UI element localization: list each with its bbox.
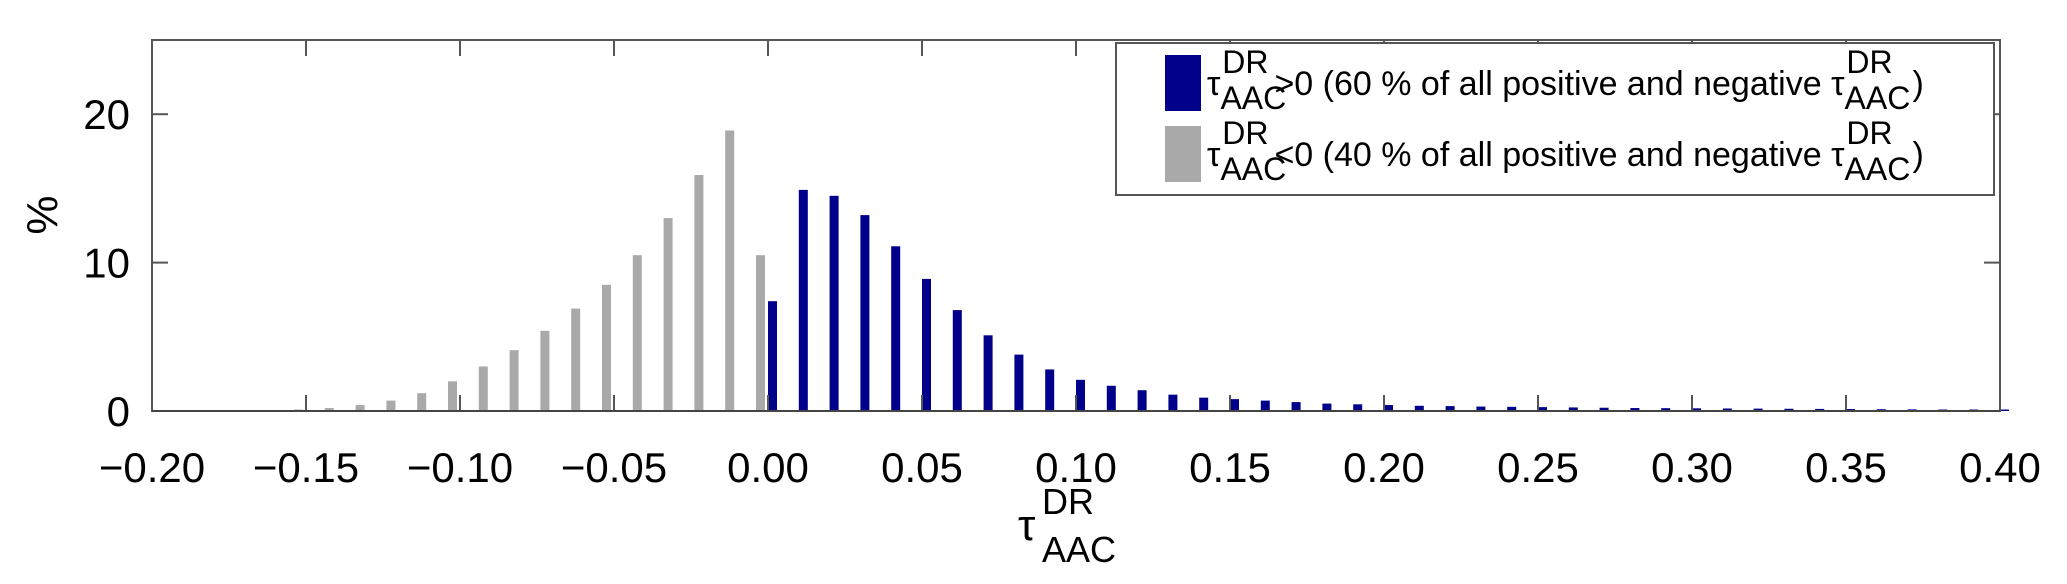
bar-negative: [663, 218, 673, 411]
bar-negative: [725, 130, 735, 412]
legend-negative-tau-2: τ: [1831, 136, 1845, 174]
legend-negative-sub-2: AAC: [1845, 151, 1911, 187]
bar-positive: [1168, 394, 1178, 411]
legend-entry-negative: τAACDR<0 (40 % of all positive and negat…: [1165, 115, 1924, 187]
legend-entry-positive: τAACDR>0 (60 % of all positive and negat…: [1165, 44, 1924, 116]
bar-negative: [324, 408, 334, 411]
bar-positive: [1753, 408, 1763, 411]
x-tick-label: 0.15: [1189, 444, 1271, 491]
bars-layer: [170, 130, 2009, 412]
bar-positive: [1137, 390, 1147, 411]
y-axis-label: %: [18, 195, 67, 234]
bar-negative: [386, 400, 396, 411]
legend-negative-sub: AAC: [1220, 151, 1286, 187]
legend: τAACDR>0 (60 % of all positive and negat…: [1115, 42, 1995, 196]
bar-positive: [1722, 408, 1732, 411]
bar-negative: [632, 255, 642, 411]
legend-negative-tau: τ: [1207, 136, 1221, 174]
legend-negative-sup: DR: [1222, 115, 1268, 151]
x-tick-label: −0.10: [407, 444, 513, 491]
bar-positive: [860, 215, 870, 411]
legend-swatch-positive: [1165, 55, 1201, 111]
x-tick-label: 0.20: [1343, 444, 1425, 491]
x-tick-label: 0.40: [1959, 444, 2041, 491]
bar-negative: [756, 255, 765, 411]
bar-positive: [1661, 408, 1671, 411]
legend-positive-text: >0 (60 % of all positive and negative: [1274, 65, 1831, 103]
y-tick-label: 0: [107, 388, 130, 435]
x-axis-label-base: τ: [1018, 501, 1036, 550]
bar-positive: [1106, 385, 1116, 411]
bar-positive: [1291, 402, 1301, 411]
bar-positive: [1045, 369, 1055, 411]
bar-positive: [1353, 404, 1363, 411]
x-tick-label: −0.15: [253, 444, 359, 491]
y-tick-label: 20: [83, 91, 130, 138]
bar-positive: [1014, 354, 1024, 411]
bar-negative: [478, 366, 488, 411]
legend-box: [1115, 42, 1995, 196]
y-tick-label: 10: [83, 240, 130, 287]
bar-negative: [694, 175, 704, 411]
bar-positive: [1199, 397, 1209, 411]
bar-positive: [952, 310, 962, 411]
bar-positive: [768, 301, 777, 411]
bar-negative: [571, 308, 581, 411]
legend-positive-tau-2: τ: [1831, 65, 1845, 103]
bar-positive: [1568, 407, 1578, 411]
x-axis-label-sub: AAC: [1042, 529, 1116, 570]
y-axis-title: %: [18, 195, 67, 234]
x-tick-label: 0.00: [727, 444, 809, 491]
ticks-layer: −0.20 −0.15 −0.10 −0.05 0.00 0.05 0.10 0.15 0.20…: [83, 40, 2041, 491]
bar-positive: [1414, 405, 1424, 411]
bar-positive: [2000, 409, 2009, 411]
legend-negative-sup-2: DR: [1846, 115, 1892, 151]
legend-positive-sub: AAC: [1220, 80, 1286, 116]
legend-positive-sup-2: DR: [1846, 44, 1892, 80]
bar-negative: [540, 330, 550, 411]
bar-positive: [922, 278, 931, 411]
legend-positive-sub-2: AAC: [1845, 80, 1911, 116]
x-tick-label: 0.10: [1035, 444, 1117, 491]
x-tick-label: 0.25: [1497, 444, 1579, 491]
svg-text:τAACDR>0 (60 % of all positive: τAACDR>0 (60 % of all positive and negat…: [1207, 44, 1924, 116]
legend-positive-sup: DR: [1222, 44, 1268, 80]
bar-positive: [1384, 405, 1393, 411]
bar-positive: [1630, 408, 1640, 411]
bar-positive: [1815, 408, 1825, 411]
bar-positive: [1076, 379, 1085, 411]
bar-negative: [509, 350, 519, 411]
bar-positive: [1507, 406, 1517, 411]
bar-positive: [829, 195, 839, 411]
bar-positive: [1692, 408, 1701, 411]
bar-positive: [983, 335, 993, 411]
bar-positive: [1599, 407, 1609, 411]
x-tick-label: 0.35: [1805, 444, 1887, 491]
bar-positive: [891, 246, 901, 411]
bar-positive: [1260, 400, 1270, 411]
bar-positive: [798, 189, 808, 411]
svg-text:τAACDR<0 (40 % of all positive: τAACDR<0 (40 % of all positive and negat…: [1207, 115, 1924, 187]
bar-negative: [355, 405, 365, 411]
bar-negative: [602, 284, 611, 411]
x-tick-label: 0.05: [881, 444, 963, 491]
plot-area: −0.20 −0.15 −0.10 −0.05 0.00 0.05 0.10 0.15 0.20…: [83, 39, 2041, 491]
x-tick-label: 0.30: [1651, 444, 1733, 491]
legend-negative-text: <0 (40 % of all positive and negative: [1274, 136, 1831, 174]
x-tick-label: −0.20: [99, 444, 205, 491]
bar-positive: [1538, 407, 1547, 411]
x-tick-label: −0.05: [561, 444, 667, 491]
x-axis-label-sup: DR: [1042, 481, 1094, 522]
bar-positive: [1230, 399, 1239, 411]
bar-negative: [448, 381, 457, 411]
x-axis-title: τ DR AAC: [1018, 481, 1116, 570]
legend-positive-tau: τ: [1207, 65, 1221, 103]
bar-positive: [1784, 408, 1794, 411]
bar-positive: [1476, 406, 1486, 411]
bar-positive: [1322, 403, 1332, 411]
legend-swatch-negative: [1165, 126, 1201, 182]
bar-negative: [417, 393, 427, 411]
bar-positive: [1445, 406, 1455, 411]
